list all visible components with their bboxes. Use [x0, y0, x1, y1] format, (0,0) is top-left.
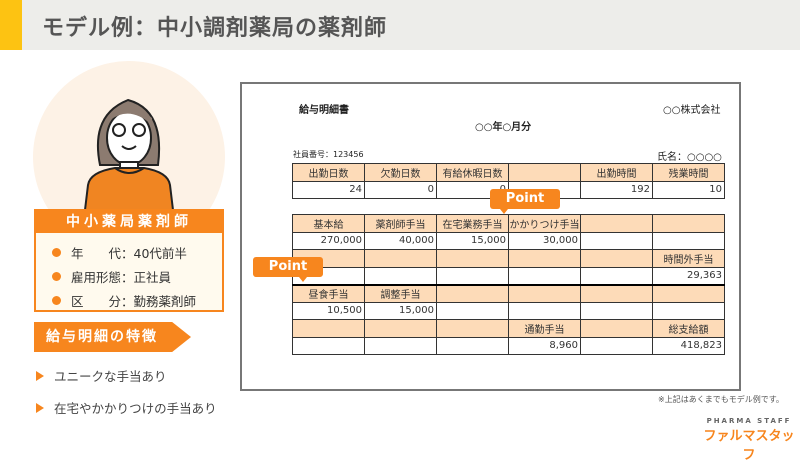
column-header-cell: 薬剤師手当	[364, 214, 437, 233]
value-cell	[652, 231, 725, 250]
column-header-cell: 調整手当	[364, 284, 437, 303]
value-cell: 8,960	[508, 336, 581, 355]
value-cell: 40,000	[364, 231, 437, 250]
column-header-cell	[364, 249, 437, 268]
company-name: ○○株式会社	[663, 105, 721, 116]
payslip-title: 給与明細書	[299, 105, 349, 116]
table-row: 基本給 薬剤師手当 在宅業務手当 かかりつけ手当	[292, 214, 725, 233]
value-cell	[580, 266, 653, 286]
value-cell	[652, 301, 725, 320]
column-header-cell	[580, 249, 653, 268]
value-cell: 192	[580, 180, 653, 199]
table-row: 29,363	[292, 266, 725, 286]
page-title: モデル例：中小調剤薬局の薬剤師	[42, 16, 388, 41]
column-header-cell	[364, 319, 437, 338]
column-header-cell	[652, 284, 725, 303]
column-header-cell	[580, 214, 653, 233]
table-row: 270,000 40,000 15,000 30,000	[292, 231, 725, 250]
value-cell: 0	[364, 180, 437, 199]
column-header-cell	[436, 319, 509, 338]
value-cell	[580, 231, 653, 250]
point-callout: Point	[253, 257, 323, 282]
value-cell	[436, 336, 509, 355]
value-cell: 24	[292, 180, 365, 199]
profile-title: 中小薬局薬剤師	[36, 211, 222, 233]
column-header-cell: 通勤手当	[508, 319, 581, 338]
point-callout: Point	[490, 189, 560, 214]
bullet-dot-icon	[52, 271, 61, 281]
value-cell	[508, 266, 581, 286]
column-header-cell: 昼食手当	[292, 284, 365, 303]
features-banner: 給与明細の特徴	[34, 322, 191, 352]
column-header-cell: かかりつけ手当	[508, 214, 581, 233]
pay-period: ○○年○月分	[475, 122, 532, 133]
bullet-dot-icon	[52, 295, 61, 305]
column-header-cell	[508, 284, 581, 303]
company-logo: PHARMA STAFF ファルマスタッフ	[703, 417, 795, 463]
value-cell	[580, 336, 653, 355]
column-header-cell	[580, 319, 653, 338]
profile-item: 年 代： 40代前半	[52, 241, 222, 263]
header: モデル例：中小調剤薬局の薬剤師	[0, 0, 800, 50]
value-cell: 15,000	[436, 231, 509, 250]
triangle-bullet-icon	[36, 370, 44, 381]
feature-item: ユニークな手当あり	[36, 366, 167, 385]
attendance-table: 出勤日数欠勤日数有給休暇日数出勤時間残業時間240019210	[292, 163, 725, 199]
column-header-cell: 出勤日数	[292, 163, 365, 182]
table-row: 時間外手当	[292, 249, 725, 268]
value-cell: 30,000	[508, 231, 581, 250]
header-accent-bar	[0, 0, 22, 50]
column-header-cell: 在宅業務手当	[436, 214, 509, 233]
column-header-cell	[508, 163, 581, 182]
profile-card: 中小薬局薬剤師 年 代： 40代前半 雇用形態：正社員 区 分：勤務薬剤師	[34, 209, 224, 312]
table-row: 8,960 418,823	[292, 336, 725, 355]
column-header-cell	[580, 284, 653, 303]
value-cell	[364, 336, 437, 355]
column-header-cell: 残業時間	[652, 163, 725, 182]
value-cell: 15,000	[364, 301, 437, 320]
employee-name: 氏名：○○○○	[657, 152, 722, 163]
employee-number: 社員番号：123456	[293, 150, 364, 159]
feature-item: 在宅やかかりつけの手当あり	[36, 398, 217, 417]
profile-item: 雇用形態：正社員	[52, 265, 222, 287]
pharmacist-avatar	[83, 98, 175, 210]
value-cell: 29,363	[652, 266, 725, 286]
column-header-cell: 有給休暇日数	[436, 163, 509, 182]
column-header-cell: 総支給額	[652, 319, 725, 338]
column-header-cell: 出勤時間	[580, 163, 653, 182]
column-header-cell	[292, 319, 365, 338]
value-cell: 10,500	[292, 301, 365, 320]
table-row: 通勤手当 総支給額	[292, 319, 725, 338]
disclaimer-note: ※上記はあくまでもモデル例です。	[658, 395, 784, 404]
value-cell: 418,823	[652, 336, 725, 355]
column-header-cell: 時間外手当	[652, 249, 725, 268]
value-cell	[436, 301, 509, 320]
column-header-cell	[436, 249, 509, 268]
triangle-bullet-icon	[36, 402, 44, 413]
pay-table: 基本給 薬剤師手当 在宅業務手当 かかりつけ手当 270,000 40,000 15,000…	[292, 214, 725, 355]
value-cell: 10	[652, 180, 725, 199]
value-cell	[292, 336, 365, 355]
column-header-cell	[436, 284, 509, 303]
value-cell	[508, 301, 581, 320]
table-row: 昼食手当 調整手当	[292, 284, 725, 303]
value-cell	[436, 266, 509, 286]
profile-item: 区 分：勤務薬剤師	[52, 289, 222, 311]
value-cell	[580, 301, 653, 320]
table-row: 10,500 15,000	[292, 301, 725, 320]
column-header-cell	[652, 214, 725, 233]
column-header-cell: 基本給	[292, 214, 365, 233]
value-cell: 270,000	[292, 231, 365, 250]
value-cell	[364, 266, 437, 286]
column-header-cell: 欠勤日数	[364, 163, 437, 182]
column-header-cell	[508, 249, 581, 268]
bullet-dot-icon	[52, 247, 61, 257]
